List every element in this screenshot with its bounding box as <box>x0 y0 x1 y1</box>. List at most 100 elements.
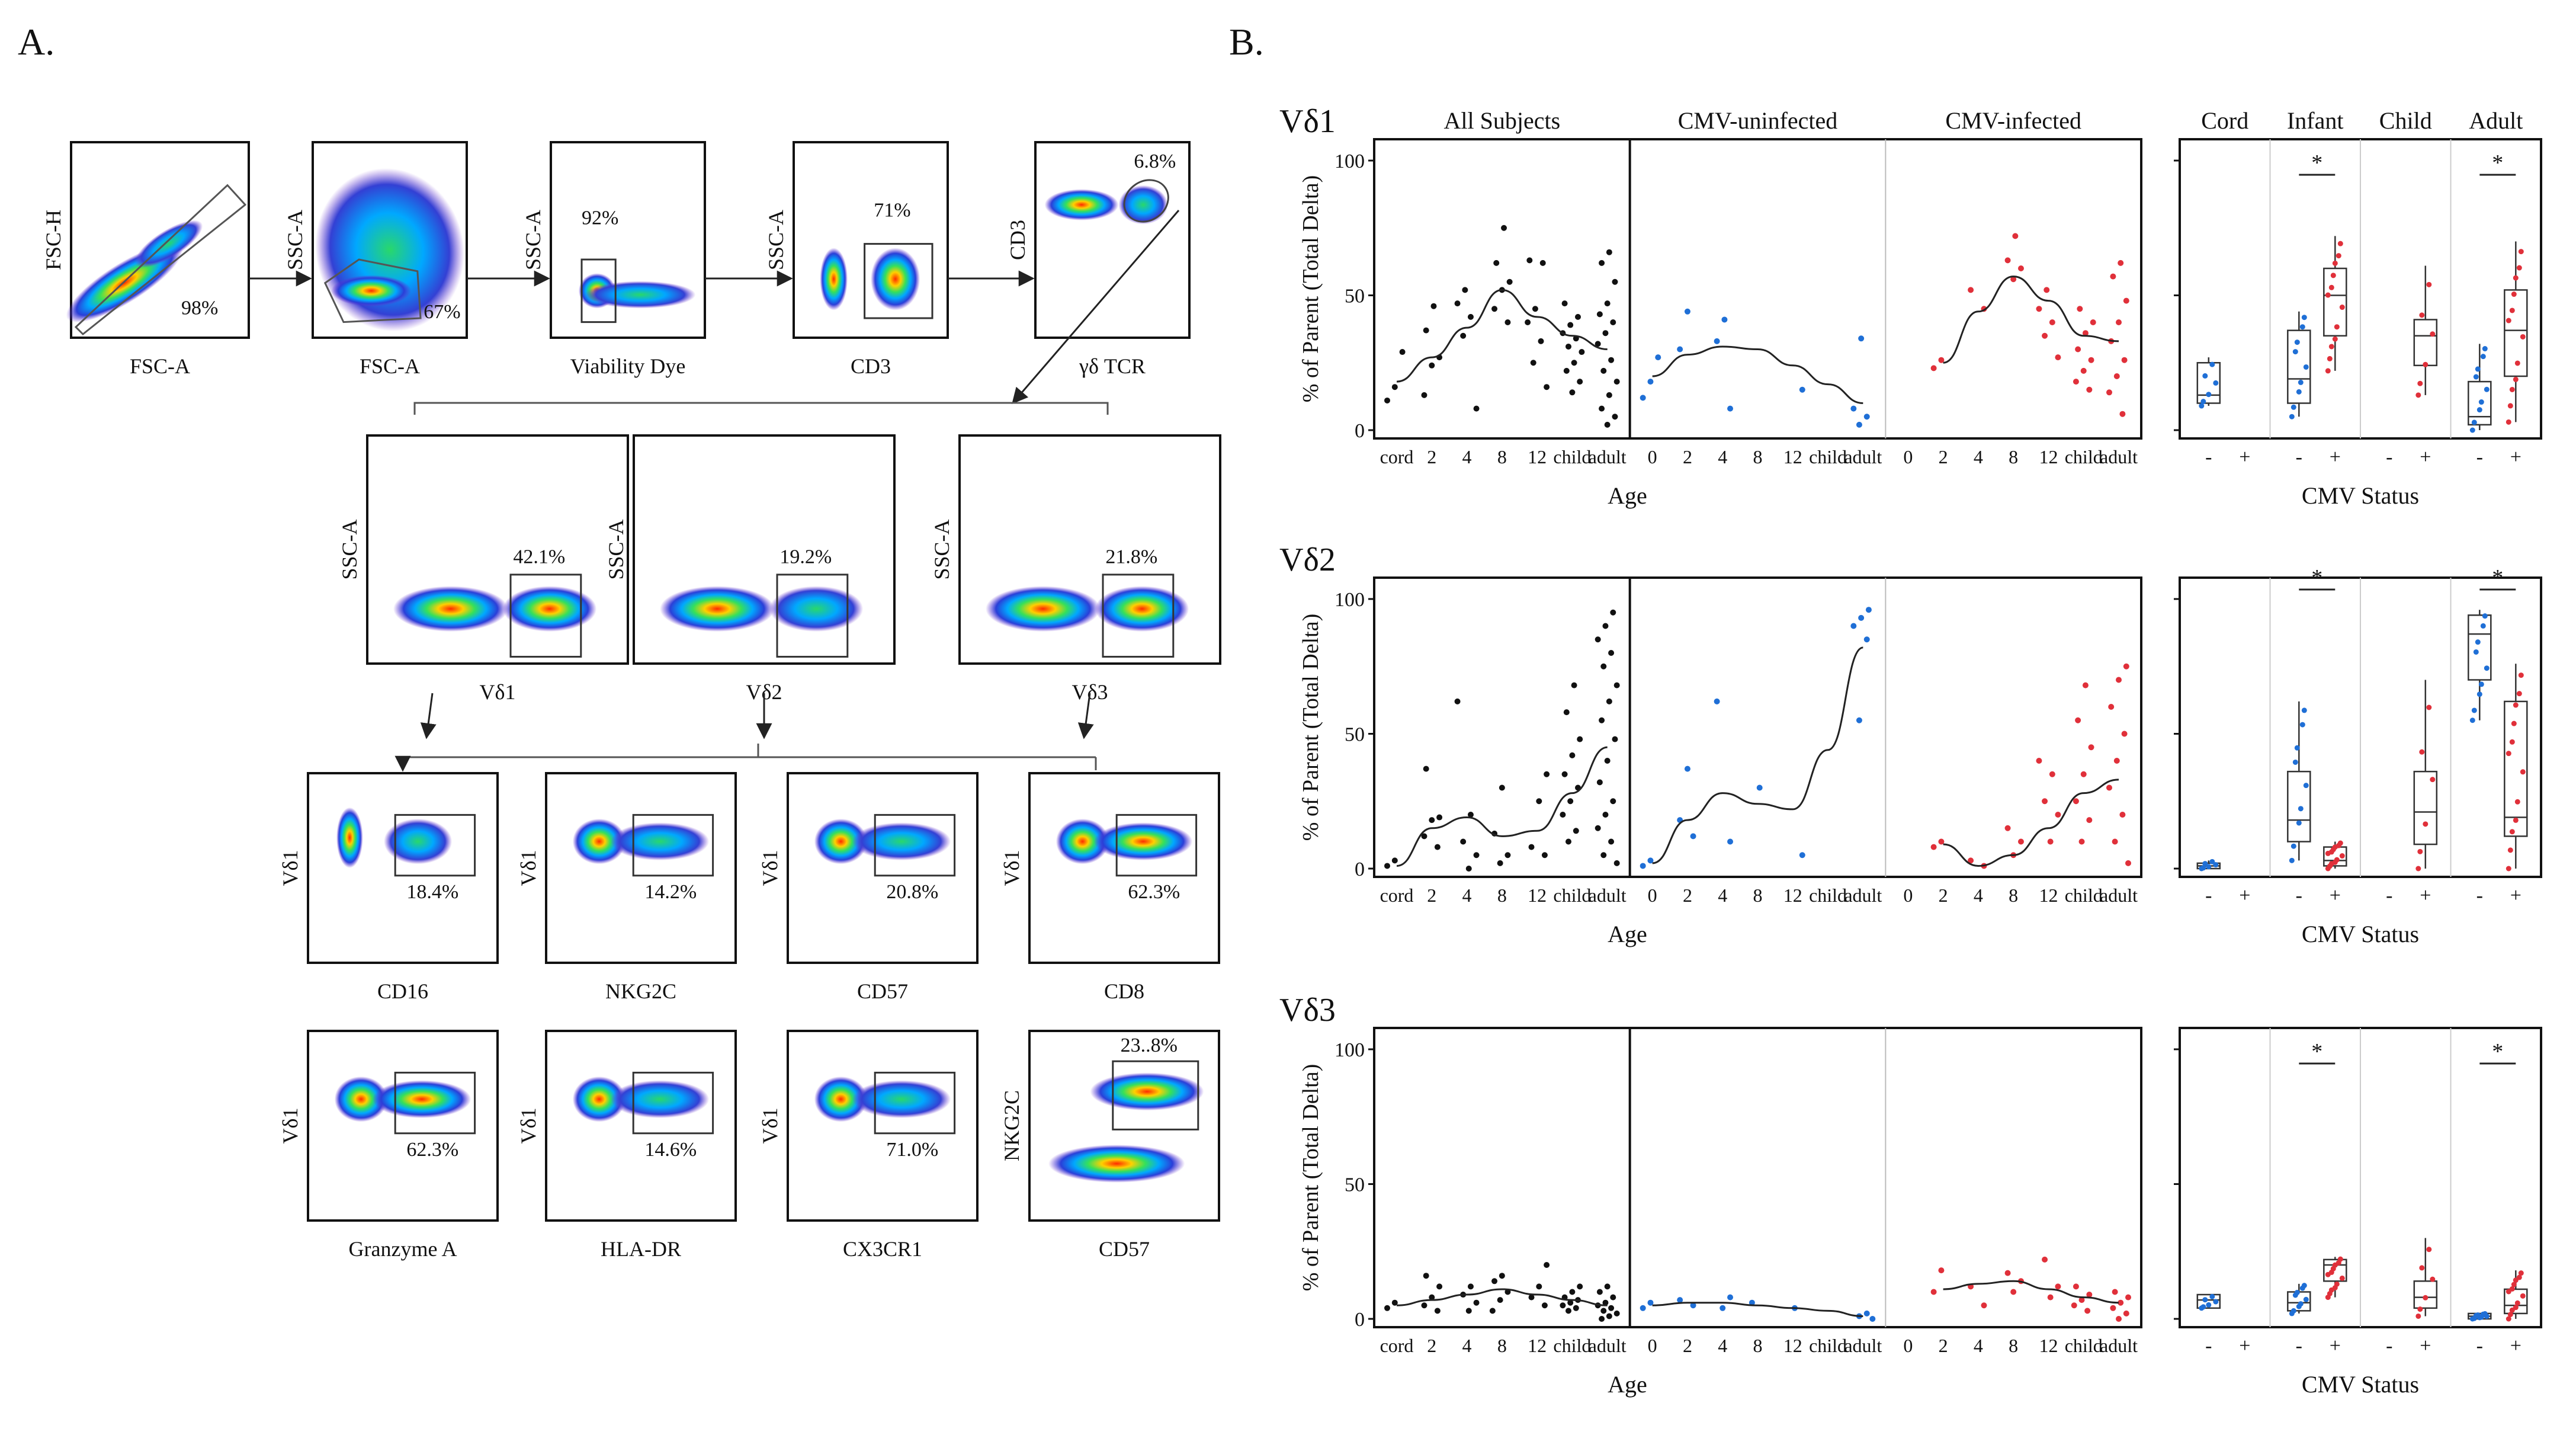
data-point <box>1465 1308 1472 1314</box>
data-point <box>2090 319 2096 325</box>
density-blob <box>820 248 848 310</box>
fit-curve <box>1396 746 1608 867</box>
y-axis-label: SSC-A <box>604 519 628 579</box>
data-point <box>1863 1310 1870 1317</box>
x-tick-label: 2 <box>1939 885 1948 906</box>
y-axis-label: Vδ1 <box>517 1108 540 1144</box>
gate-percentage: 98% <box>181 297 218 319</box>
x-tick-label: 0 <box>1903 1335 1913 1356</box>
density-blob <box>585 281 696 309</box>
data-point <box>2339 853 2345 859</box>
data-point <box>1391 384 1398 390</box>
panel-a-flow-gating: 98% FSC-H FSC-A 67% SSC-A FSC-A 92% SSC-A Viabil… <box>41 141 1221 1261</box>
flow-plot-frame <box>787 772 979 964</box>
flow-plot-frame <box>958 434 1221 665</box>
fit-curve <box>1943 276 2119 364</box>
y-tick-label: 100 <box>1334 150 1365 172</box>
x-tick-label: 0 <box>1903 885 1913 906</box>
gate-percentage: 21.8% <box>1105 546 1157 568</box>
y-axis-label: Vδ1 <box>517 850 540 886</box>
data-point <box>2415 866 2421 872</box>
x-tick-label: - <box>2205 446 2212 468</box>
flow-plot-row4-4: 23..8% NKG2C CD57 <box>1000 1030 1220 1261</box>
data-point <box>1602 623 1609 629</box>
data-point <box>2202 861 2208 867</box>
data-point <box>2303 1296 2309 1302</box>
y-tick-label: 0 <box>1355 1309 1365 1331</box>
data-point <box>1599 405 1605 412</box>
data-point <box>1567 798 1574 805</box>
x-tick-label: 12 <box>2039 1335 2058 1356</box>
data-point <box>1541 852 1548 859</box>
data-point <box>2476 691 2482 697</box>
y-axis-label: Vδ1 <box>1000 850 1024 886</box>
x-tick-label: 2 <box>1427 885 1436 906</box>
data-point <box>2073 1283 2079 1290</box>
fit-curve <box>1396 1288 1608 1306</box>
x-tick-label: - <box>2205 885 2212 907</box>
data-point <box>1610 319 1616 325</box>
x-tick-label: 8 <box>1753 1335 1763 1356</box>
density-blob <box>1048 1145 1185 1183</box>
density-blob <box>1093 822 1193 861</box>
gate-box <box>874 1071 956 1135</box>
data-point <box>2513 275 2519 281</box>
x-axis-label: Granzyme A <box>349 1237 457 1261</box>
data-point <box>2042 332 2048 339</box>
data-point <box>1612 278 1618 285</box>
data-point <box>1647 857 1654 864</box>
gate-box <box>394 813 476 877</box>
facet-title: All Subjects <box>1443 107 1560 134</box>
x-tick-label: child <box>2065 1335 2103 1356</box>
gate-outline <box>323 258 422 323</box>
data-point <box>1421 833 1427 840</box>
data-point <box>2073 379 2079 385</box>
data-point <box>2482 613 2488 619</box>
data-point <box>1930 365 1937 371</box>
x-tick-label: 12 <box>1528 885 1547 906</box>
y-axis-label: % of Parent (Total Delta) <box>1298 614 1323 841</box>
flow-plot-row4-3: 71.0% Vδ1 CX3CR1 <box>758 1030 979 1261</box>
data-point <box>1608 650 1615 656</box>
data-point <box>2478 399 2484 405</box>
x-tick-label: 0 <box>1903 446 1913 467</box>
density-blob <box>986 586 1101 632</box>
gate-box <box>1115 813 1198 877</box>
x-tick-label: cord <box>1380 446 1414 467</box>
gate-percentage: 19.2% <box>779 546 832 568</box>
data-point <box>2471 1315 2477 1321</box>
density-blob <box>610 822 710 861</box>
data-point <box>1574 313 1581 320</box>
gate-percentage: 6.8% <box>1134 150 1176 172</box>
data-point <box>2116 319 2122 325</box>
data-point <box>2116 677 2122 683</box>
data-point <box>2511 1282 2517 1287</box>
density-blob <box>610 1080 710 1119</box>
gate-percentage: 71.0% <box>886 1139 938 1161</box>
data-point <box>1423 765 1429 772</box>
gate-percentage: 18.4% <box>406 881 458 903</box>
data-point <box>2298 806 2304 812</box>
data-point <box>1473 405 1480 412</box>
data-point <box>1460 332 1467 339</box>
data-point <box>2334 1281 2340 1287</box>
data-point <box>2206 1302 2212 1308</box>
data-point <box>2042 1256 2048 1263</box>
box-group-title: Infant <box>2287 107 2344 134</box>
data-point <box>2419 1265 2425 1271</box>
bracket-line <box>413 402 1109 415</box>
data-point <box>2116 1316 2122 1322</box>
density-blob <box>660 586 775 632</box>
data-point <box>2078 1297 2085 1303</box>
gate-box <box>632 813 714 877</box>
data-point <box>2339 305 2345 310</box>
data-point <box>1569 389 1576 396</box>
facet-frame <box>1373 138 2142 440</box>
x-tick-label: + <box>2239 1335 2250 1357</box>
data-point <box>2478 1314 2484 1320</box>
x-axis-label: NKG2C <box>605 979 676 1003</box>
density-blob <box>384 818 453 864</box>
data-point <box>1602 1299 1609 1306</box>
data-point <box>1499 1273 1505 1279</box>
data-point <box>2469 427 2475 433</box>
